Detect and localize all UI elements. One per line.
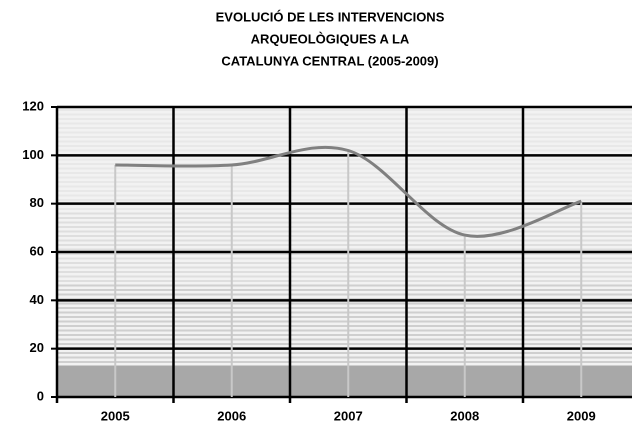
background-stripe [57,275,632,278]
background-stripe [57,262,632,264]
background-stripe [57,284,632,287]
background-stripe [57,118,632,120]
x-tick-label: 2006 [217,408,246,423]
background-stripe [57,217,632,219]
chart-title: ARQUEOLÒGIQUES A LA [251,31,410,46]
background-stripe [57,145,632,147]
background-stripe [57,361,632,363]
y-tick-label: 100 [22,147,44,162]
background-stripe [57,185,632,188]
line-series [115,145,582,238]
background-stripe [57,163,632,165]
y-tick-label: 60 [30,243,44,258]
background-stripe [57,131,632,134]
background-stripe [57,289,632,291]
background-stripe [57,343,632,345]
background-stripe [57,338,632,341]
background-stripe [57,356,632,359]
y-tick-label: 80 [30,195,44,210]
background-stripe [57,158,632,161]
background-stripe [57,140,632,143]
x-tick-label: 2008 [450,408,479,423]
background-stripe [57,113,632,116]
background-stripe [57,230,632,233]
background-stripe [57,109,632,111]
background-stripe [57,293,632,296]
background-stripe [57,172,632,174]
background-stripe [57,239,632,242]
background-stripe [57,235,632,237]
background-stripe [57,302,632,305]
background-stripe [57,298,632,300]
background-stripe [57,266,632,269]
background-stripe [57,127,632,129]
background-stripe [57,370,632,375]
background-stripe [57,136,632,138]
background-stripe [57,190,632,192]
y-tick-label: 120 [22,98,44,113]
background-stripe [57,365,632,370]
background-stripe [57,352,632,354]
background-stripe [57,257,632,260]
background-stripe [57,388,632,393]
background-stripe [57,271,632,273]
background-stripe [57,181,632,183]
background-stripe [57,253,632,255]
background-stripe [57,320,632,323]
background-stripe [57,122,632,125]
background-stripe [57,334,632,336]
x-tick-label: 2009 [567,408,596,423]
chart-title: CATALUNYA CENTRAL (2005-2009) [221,53,438,68]
background-stripe [57,167,632,170]
background-stripe [57,383,632,388]
background-stripe [57,248,632,251]
background-stripe [57,329,632,332]
y-tick-label: 20 [30,340,44,355]
background-stripe [57,374,632,379]
y-tick-label: 0 [37,388,44,403]
background-stripe [57,176,632,179]
chart-title: EVOLUCIÓ DE LES INTERVENCIONS [216,9,445,24]
background-stripe [57,208,632,210]
x-tick-label: 2005 [101,408,130,423]
background-stripe [57,379,632,384]
y-tick-label: 40 [30,292,44,307]
background-stripe [57,325,632,327]
background-stripe [57,194,632,197]
background-stripe [57,392,632,397]
background-stripe [57,221,632,224]
background-stripe [57,311,632,314]
background-stripe [57,316,632,318]
background-stripe [57,244,632,246]
x-tick-label: 2007 [334,408,363,423]
background-stripe [57,199,632,201]
background-stripe [57,280,632,282]
background-stripe [57,226,632,228]
background-stripe [57,307,632,309]
background-stripe [57,212,632,215]
